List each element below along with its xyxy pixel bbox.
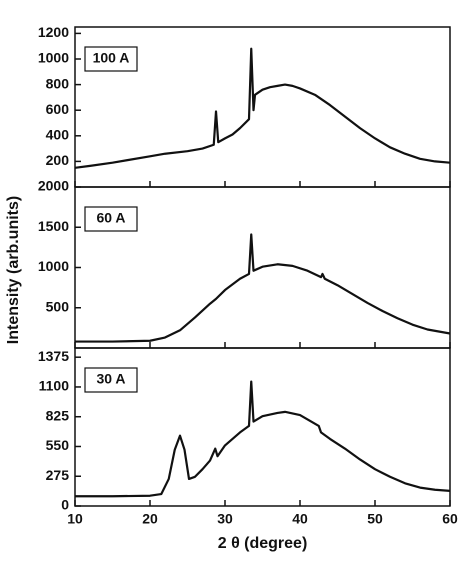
- label-box: [84, 46, 138, 72]
- y-tick-label: 1500: [38, 218, 69, 234]
- label-box: [84, 206, 138, 232]
- label-box: [84, 367, 138, 393]
- x-tick-label: 60: [442, 511, 458, 527]
- y-axis-label: Intensity (arb.units): [5, 196, 22, 344]
- y-tick-label: 1100: [39, 378, 70, 394]
- y-tick-label: 400: [46, 127, 70, 143]
- panel-frame: [74, 347, 451, 507]
- x-tick-label: 30: [217, 511, 233, 527]
- y-tick-label: 1200: [38, 24, 69, 40]
- y-tick-label: 800: [46, 75, 70, 91]
- x-tick-label: 10: [67, 511, 83, 527]
- x-tick-label: 50: [367, 511, 383, 527]
- y-tick-label: 2000: [38, 178, 69, 194]
- y-tick-label: 200: [46, 152, 70, 168]
- y-tick-label: 275: [46, 467, 70, 483]
- y-tick-label: 550: [46, 437, 70, 453]
- y-tick-label: 1000: [38, 258, 69, 274]
- y-tick-label: 1375: [38, 348, 69, 364]
- x-tick-label: 40: [292, 511, 308, 527]
- y-tick-label: 1000: [38, 50, 69, 66]
- data-line: [74, 47, 451, 169]
- y-tick-label: 825: [46, 407, 70, 423]
- panel-label: 100 A: [93, 50, 130, 66]
- y-tick-label: 600: [46, 101, 70, 117]
- x-axis-label: 2 θ (degree): [218, 535, 308, 552]
- x-tick-label: 20: [142, 511, 158, 527]
- y-tick-label: 0: [61, 497, 69, 513]
- data-line: [75, 233, 451, 343]
- data-line: [75, 380, 451, 498]
- panel-label: 30 A: [96, 371, 125, 387]
- panel-label: 60 A: [96, 210, 125, 226]
- y-tick-label: 500: [46, 298, 70, 314]
